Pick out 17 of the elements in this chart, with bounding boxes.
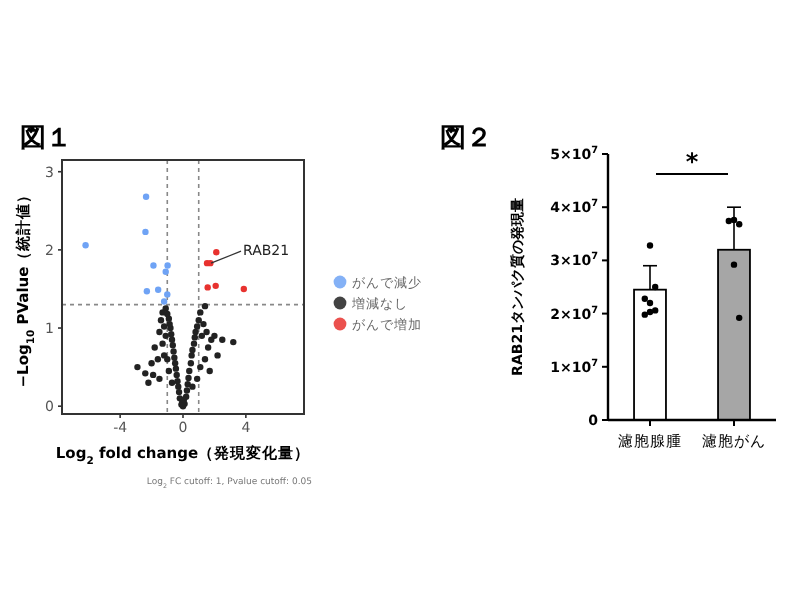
point [240, 285, 248, 293]
point [143, 288, 151, 295]
point [162, 268, 169, 275]
point [160, 298, 168, 305]
point [150, 262, 157, 269]
point [212, 282, 219, 290]
point [164, 262, 171, 269]
annotation: * [685, 148, 700, 176]
point [164, 291, 171, 298]
point [142, 228, 149, 236]
point [82, 241, 89, 249]
chart-title: 図２ [440, 124, 492, 154]
chart-title: 図１ [20, 124, 72, 154]
point [204, 284, 211, 291]
point [154, 286, 162, 293]
point [213, 249, 220, 256]
point [142, 193, 150, 200]
